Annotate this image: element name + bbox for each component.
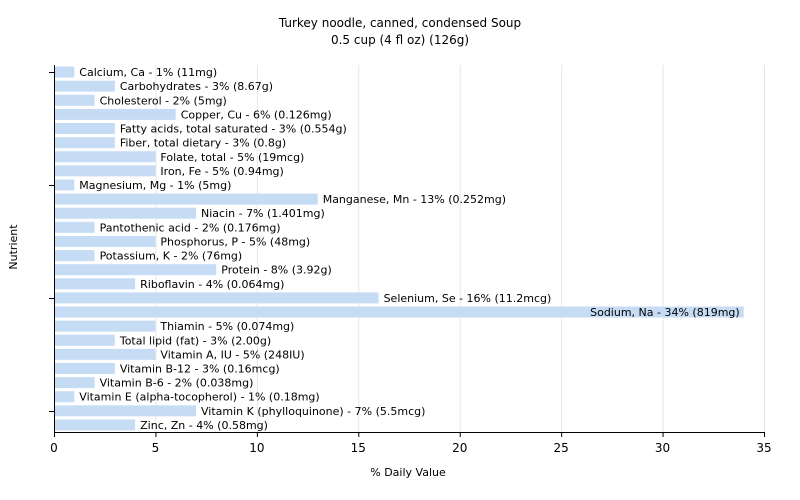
bar-label: Vitamin A, IU - 5% (248IU): [160, 348, 304, 361]
x-tick-label: 0: [50, 441, 58, 455]
bar: [55, 334, 115, 346]
bar: [55, 405, 196, 417]
bar-label: Cholesterol - 2% (5mg): [100, 94, 227, 107]
bar-label: Sodium, Na - 34% (819mg): [590, 306, 740, 319]
x-axis-label: % Daily Value: [370, 466, 446, 479]
x-tick-label: 5: [152, 441, 160, 455]
bar-label: Carbohydrates - 3% (8.67g): [120, 80, 273, 93]
bar: [55, 235, 156, 247]
bar: [55, 80, 115, 92]
bar: [55, 137, 115, 149]
bar: [55, 108, 176, 120]
bar-label: Protein - 8% (3.92g): [221, 264, 332, 277]
x-tick-label: 20: [452, 441, 467, 455]
bar-label: Vitamin B-6 - 2% (0.038mg): [100, 377, 254, 390]
bar: [55, 179, 75, 191]
bar-label: Iron, Fe - 5% (0.94mg): [160, 165, 283, 178]
bar-label: Pantothenic acid - 2% (0.176mg): [100, 221, 281, 234]
bar-label: Selenium, Se - 16% (11.2mcg): [384, 292, 552, 305]
bar-label: Total lipid (fat) - 3% (2.00g): [119, 334, 271, 347]
bar: [55, 320, 156, 332]
bar: [55, 306, 744, 318]
x-tick-label: 15: [351, 441, 366, 455]
bar: [55, 66, 75, 78]
bar: [55, 221, 95, 233]
bar-label: Thiamin - 5% (0.074mg): [159, 320, 294, 333]
bar: [55, 250, 95, 262]
bar: [55, 151, 156, 163]
x-tick-label: 35: [756, 441, 771, 455]
bar: [55, 391, 75, 403]
bar-label: Folate, total - 5% (19mcg): [160, 151, 304, 164]
bar: [55, 377, 95, 389]
bar: [55, 193, 318, 205]
x-tick-label: 10: [249, 441, 264, 455]
bar-label: Magnesium, Mg - 1% (5mg): [79, 179, 231, 192]
x-tick-label: 25: [554, 441, 569, 455]
x-tick-label: 30: [655, 441, 670, 455]
bar: [55, 292, 379, 304]
y-axis-label: Nutrient: [7, 224, 20, 270]
bar-label: Vitamin K (phylloquinone) - 7% (5.5mcg): [201, 405, 425, 418]
bar-label: Vitamin E (alpha-tocopherol) - 1% (0.18m…: [79, 391, 319, 404]
bar-label: Zinc, Zn - 4% (0.58mg): [140, 419, 268, 432]
bar-label: Fatty acids, total saturated - 3% (0.554…: [120, 123, 347, 136]
bar-label: Copper, Cu - 6% (0.126mg): [181, 108, 332, 121]
bar: [55, 207, 196, 219]
chart-subtitle: 0.5 cup (4 fl oz) (126g): [330, 33, 470, 47]
bar: [55, 362, 115, 374]
bar-label: Niacin - 7% (1.401mg): [201, 207, 325, 220]
bar: [55, 278, 136, 290]
chart-title: Turkey noodle, canned, condensed Soup: [278, 16, 522, 30]
bar-label: Potassium, K - 2% (76mg): [100, 250, 243, 263]
bar: [55, 348, 156, 360]
bar-label: Vitamin B-12 - 3% (0.16mcg): [120, 362, 280, 375]
bar: [55, 264, 217, 276]
bar-label: Manganese, Mn - 13% (0.252mg): [323, 193, 506, 206]
bar-label: Riboflavin - 4% (0.064mg): [140, 278, 284, 291]
bar: [55, 94, 95, 106]
bar: [55, 123, 115, 135]
bar: [55, 419, 136, 431]
bar-label: Fiber, total dietary - 3% (0.8g): [120, 137, 286, 150]
bar-label: Phosphorus, P - 5% (48mg): [160, 235, 310, 248]
bar-label: Calcium, Ca - 1% (11mg): [79, 66, 217, 79]
bar: [55, 165, 156, 177]
